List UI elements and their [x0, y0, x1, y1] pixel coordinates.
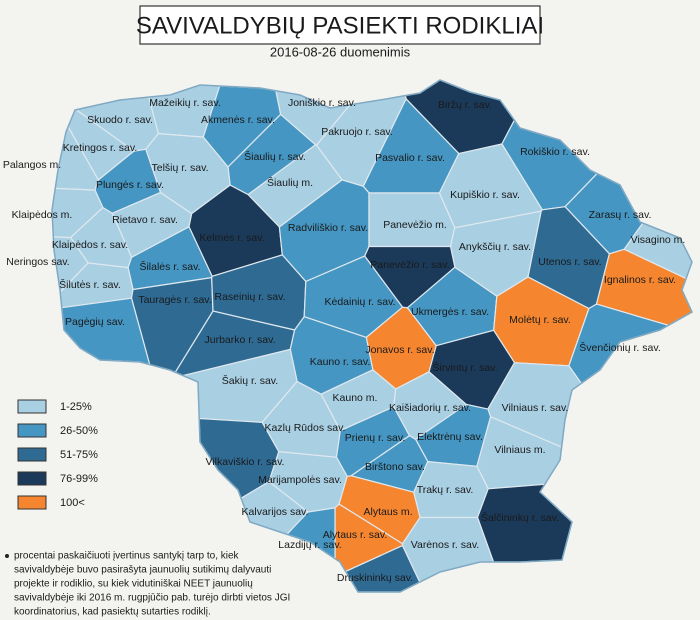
legend-label: 51-75% [60, 449, 98, 461]
title: SAVIVALDYBIŲ PASIEKTI RODIKLIAI [136, 12, 544, 39]
region-label: Rokiškio r. sav. [520, 146, 590, 158]
region-label: Skuodo r. sav. [87, 114, 153, 126]
legend-swatch [17, 423, 47, 438]
region-label: Širvintų r. sav. [432, 361, 497, 374]
region-label: Prienų r. sav. [345, 432, 406, 444]
footnote-line: savivaldybėje iki 2016 m. rugpjūčio pab.… [14, 593, 290, 604]
region-label: Ukmergės r. sav. [411, 306, 489, 318]
footnote-line: savivaldybėje buvo pasirašyta jaunuolių … [14, 565, 271, 576]
legend-label: 76-99% [60, 473, 98, 485]
region-label: Pakruojo r. sav. [321, 126, 393, 138]
footnote-line: projekte ir rodiklio, su kiek vidutinišk… [14, 579, 253, 590]
legend-swatch [17, 471, 47, 486]
legend-swatch [17, 495, 47, 510]
subtitle: 2016-08-26 duomenimis [270, 44, 411, 59]
region-label: Joniškio r. sav. [288, 97, 356, 109]
legend-label: 26-50% [60, 425, 98, 437]
region-label: Kaišiadorių r. sav. [389, 402, 471, 414]
region-label: Vilkaviškio r. sav. [206, 456, 285, 468]
region-label: Plungės r. sav. [96, 179, 164, 191]
region-label: Švenčionių r. sav. [579, 341, 661, 354]
region-label: Utenos r. sav. [538, 256, 601, 268]
region-label: Elektrėnų sav. [417, 431, 483, 443]
legend-swatch [17, 399, 47, 414]
region-label: Radviliškio r. sav. [288, 222, 368, 234]
legend: 1-25% 26-50% 51-75% 76-99% 100< [17, 399, 98, 510]
region-label: Kupiškio r. sav. [450, 189, 520, 201]
region-label: Akmenės r. sav. [201, 114, 275, 126]
legend-label: 100< [60, 497, 85, 509]
region-label: Telšių r. sav. [152, 162, 209, 174]
region-label: Šakių r. sav. [222, 374, 278, 387]
region-label: Molėtų r. sav. [509, 314, 571, 326]
region-label: Pasvalio r. sav. [375, 152, 445, 164]
region-label: Raseinių r. sav. [214, 291, 285, 303]
region-labels: Mažeikių r. sav. Joniškio r. sav. Biržų r.… [3, 97, 686, 584]
region-label: Anykščių r. sav. [459, 241, 531, 253]
region-label: Panevėžio r. sav. [370, 259, 449, 271]
region-label: Trakų r. sav. [417, 484, 474, 496]
region-label: Lazdijų r. sav. [278, 539, 341, 551]
region-label: Alytaus r. sav. [323, 529, 388, 541]
region-label: Biržų r. sav. [438, 99, 492, 111]
country-outline [51, 79, 693, 593]
region-label: Marijampolės sav. [258, 474, 342, 486]
region-label: Druskininkų sav. [337, 572, 413, 584]
region-label: Šalčininkų r. sav. [481, 511, 559, 524]
title-box [139, 5, 541, 45]
region-label: Kauno r. sav. [310, 356, 371, 368]
region-label: Jonavos r. sav. [365, 344, 434, 356]
region-label: Zarasų r. sav. [589, 209, 652, 221]
region-label: Birštono sav. [365, 461, 425, 473]
bullet [5, 554, 9, 558]
region-label: Kretingos r. sav. [63, 142, 138, 154]
region-label: Jurbarko r. sav. [205, 334, 276, 346]
legend-label: 1-25% [60, 401, 92, 413]
region-label: Šilalės r. sav. [139, 260, 200, 273]
region-label: Pagėgių sav. [65, 316, 125, 328]
region-label: Vilniaus m. [494, 444, 545, 456]
region-label: Alytaus m. [363, 506, 412, 518]
region-label: Neringos sav. [6, 256, 69, 268]
region-label: Kėdainių r. sav. [324, 296, 395, 308]
region-label: Mažeikių r. sav. [149, 97, 221, 109]
region-label: Varėnos r. sav. [411, 539, 479, 551]
region-label: Kelmės r. sav. [199, 232, 264, 244]
region-label: Vilniaus r. sav. [502, 402, 569, 414]
footnote-line: koordinatorius, kad pasiektų sutarties r… [14, 607, 211, 618]
region-label: Šiaulių r. sav. [244, 150, 306, 163]
region-label: Klaipėdos m. [12, 209, 73, 221]
region-label: Palangos m. [3, 159, 61, 171]
footnote: procentai paskaičiuoti įvertinus santykį… [14, 551, 290, 618]
regions [51, 79, 693, 593]
region-label: Ignalinos r. sav. [604, 274, 676, 286]
footnote-line: procentai paskaičiuoti įvertinus santykį… [14, 551, 240, 562]
region-label: Šilutės r. sav. [59, 278, 121, 291]
region-label: Klaipėdos r. sav. [52, 239, 128, 251]
region-label: Kazlų Rūdos sav. [265, 422, 346, 434]
legend-swatch [17, 447, 47, 462]
region-label: Kalvarijos sav. [242, 506, 309, 518]
region-label: Rietavo r. sav. [112, 214, 178, 226]
region-label: Visagino m. [631, 234, 686, 246]
region-label: Tauragės r. sav. [138, 294, 211, 306]
region-label: Panevėžio m. [383, 219, 447, 231]
region-label: Kauno m. [333, 392, 378, 404]
region-label: Šiaulių m. [267, 176, 313, 189]
